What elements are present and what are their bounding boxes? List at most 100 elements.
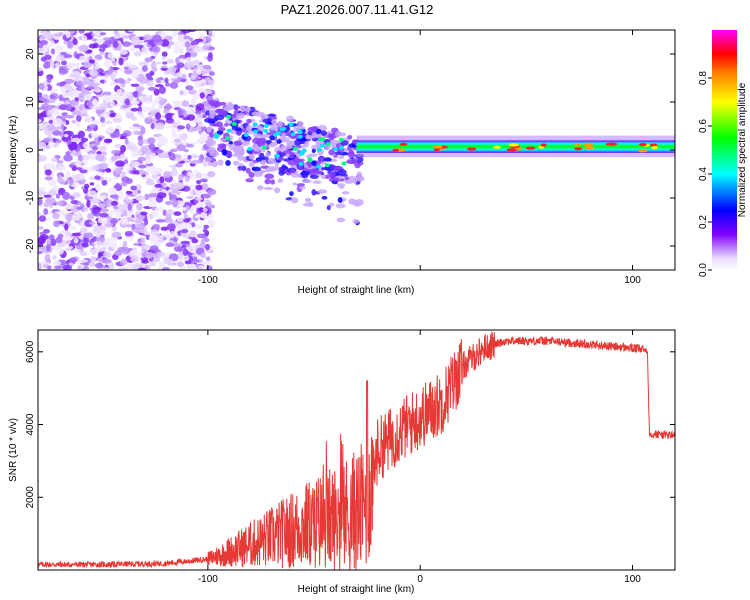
spectrogram-xlabel: Height of straight line (km) [298,285,415,296]
noise-blob [187,154,192,160]
cluster-blob [321,167,326,171]
noise-blob [89,123,96,129]
noise-blob [152,258,161,263]
noise-blob [154,84,164,88]
noise-blob [126,144,133,150]
noise-blob [71,212,81,221]
noise-blob [175,57,180,65]
noise-blob [62,264,73,270]
noise-blob [48,178,57,187]
cluster-blob [336,183,346,188]
noise-blob [134,39,144,44]
noise-blob [195,172,203,179]
noise-blob [77,265,82,270]
noise-blob [113,205,118,210]
noise-blob [200,241,206,248]
cluster-blob [256,185,264,191]
noise-blob [49,88,59,94]
noise-blob [62,191,71,200]
noise-blob [99,162,109,170]
noise-blob [118,49,128,55]
noise-blob [43,31,52,39]
noise-blob [172,199,179,207]
noise-blob [114,209,122,218]
cluster-blob [244,107,252,112]
noise-blob [112,176,119,180]
noise-blob [87,190,97,197]
noise-blob [93,79,101,84]
noise-blob [148,213,154,220]
noise-blob [99,51,105,55]
noise-blob [154,149,164,154]
noise-blob [158,86,166,95]
noise-blob [71,149,77,157]
noise-blob [197,64,204,72]
noise-blob [174,42,180,48]
noise-blob [88,59,96,64]
noise-blob [114,143,122,149]
noise-blob [137,267,145,270]
noise-blob [138,169,146,175]
noise-blob [50,48,56,55]
snr-panel: -100 0 100 2000 4000 6000 Height of straight … [8,329,676,595]
tone-peak [466,147,477,151]
noise-blob [150,152,157,159]
tone-peak [433,145,443,149]
noise-blob [145,158,152,164]
cluster-blob [347,135,353,140]
cluster-blob [261,159,267,164]
noise-blob [177,251,184,259]
noise-blob [122,132,129,137]
noise-blob [43,126,49,131]
noise-blob [195,184,203,191]
noise-blob [186,143,194,148]
cluster-blob [270,179,276,185]
cluster-peak [274,153,280,158]
cluster-blob [298,137,308,142]
noise-blob [158,239,165,243]
cluster-peak [315,164,321,169]
noise-blob [152,34,163,43]
cluster-blob [348,149,354,156]
noise-blob [183,213,188,219]
noise-blob [168,183,178,190]
noise-blob [182,256,190,262]
tone-peak [506,148,517,152]
noise-blob [137,111,144,115]
cluster-peak [279,127,285,132]
noise-blob [207,79,214,86]
noise-blob [130,107,139,112]
noise-blob [178,108,183,117]
noise-blob [93,225,102,233]
noise-blob [196,117,202,125]
noise-blob [41,103,50,110]
noise-blob [75,62,80,70]
cluster-blob [211,161,218,168]
y-tick-label: -20 [25,238,36,253]
noise-blob [135,195,145,202]
noise-blob [80,137,89,142]
noise-blob [119,172,127,177]
cluster-peak [297,130,303,135]
noise-blob [63,154,73,162]
noise-blob [185,205,190,210]
noise-blob [91,242,96,248]
noise-blob [196,80,202,88]
cluster-blob [297,164,303,171]
cluster-blob [236,112,245,119]
noise-blob [141,260,150,264]
noise-blob [186,56,192,62]
noise-blob [128,126,138,130]
noise-blob [141,244,150,250]
cluster-peak [272,132,278,137]
cluster-blob [254,170,264,176]
noise-blob [137,238,142,244]
noise-blob [111,231,122,238]
cluster-blob [270,142,275,146]
noise-blob [148,94,153,102]
noise-blob [78,44,89,52]
cluster-blob [208,100,214,105]
cluster-blob [248,161,255,168]
noise-blob [55,201,64,206]
noise-blob [38,198,43,206]
